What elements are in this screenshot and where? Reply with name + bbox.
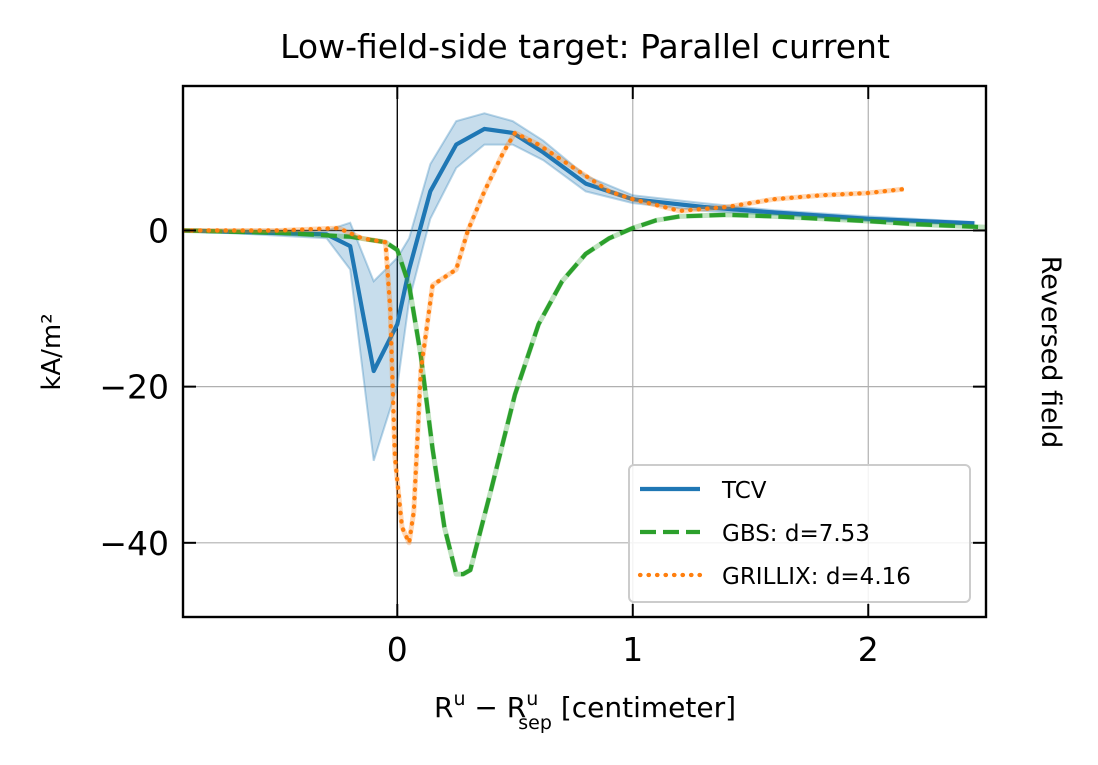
x-tick-label: 0	[387, 630, 408, 669]
series-line-gbs	[183, 212, 986, 577]
legend-frame	[628, 464, 971, 603]
zero-lines	[183, 86, 986, 617]
legend-label-grillix: GRILLIX: d=4.16	[722, 564, 911, 590]
series-lines	[183, 126, 986, 577]
tcv-uncertainty-band	[183, 112, 976, 462]
legend: TCV GBS: d=7.53 GRILLIX: d=4.16	[628, 464, 971, 603]
chart-title: Low-field-side target: Parallel current	[280, 27, 890, 66]
y-tick-label: 0	[148, 211, 169, 250]
reversed-field-label: Reversed field	[1035, 256, 1066, 449]
tcv-band	[183, 112, 976, 462]
x-tick-label: 2	[858, 630, 879, 669]
x-tick-label: 1	[622, 630, 643, 669]
legend-label-gbs: GBS: d=7.53	[722, 521, 870, 547]
y-tick-label: −40	[99, 524, 169, 563]
x-axis-label: Ru − Ru sep [centimeter]	[434, 688, 736, 734]
y-axis-label: kA/m²	[37, 313, 67, 390]
legend-label-tcv: TCV	[721, 478, 767, 504]
y-tick-label: −20	[99, 368, 169, 407]
series-underlay-grillix	[183, 130, 904, 546]
series-line-tcv	[183, 126, 975, 374]
axis-ticks: 0 1 2 0 −20 −40	[99, 86, 986, 669]
plot-frame	[181, 84, 988, 619]
